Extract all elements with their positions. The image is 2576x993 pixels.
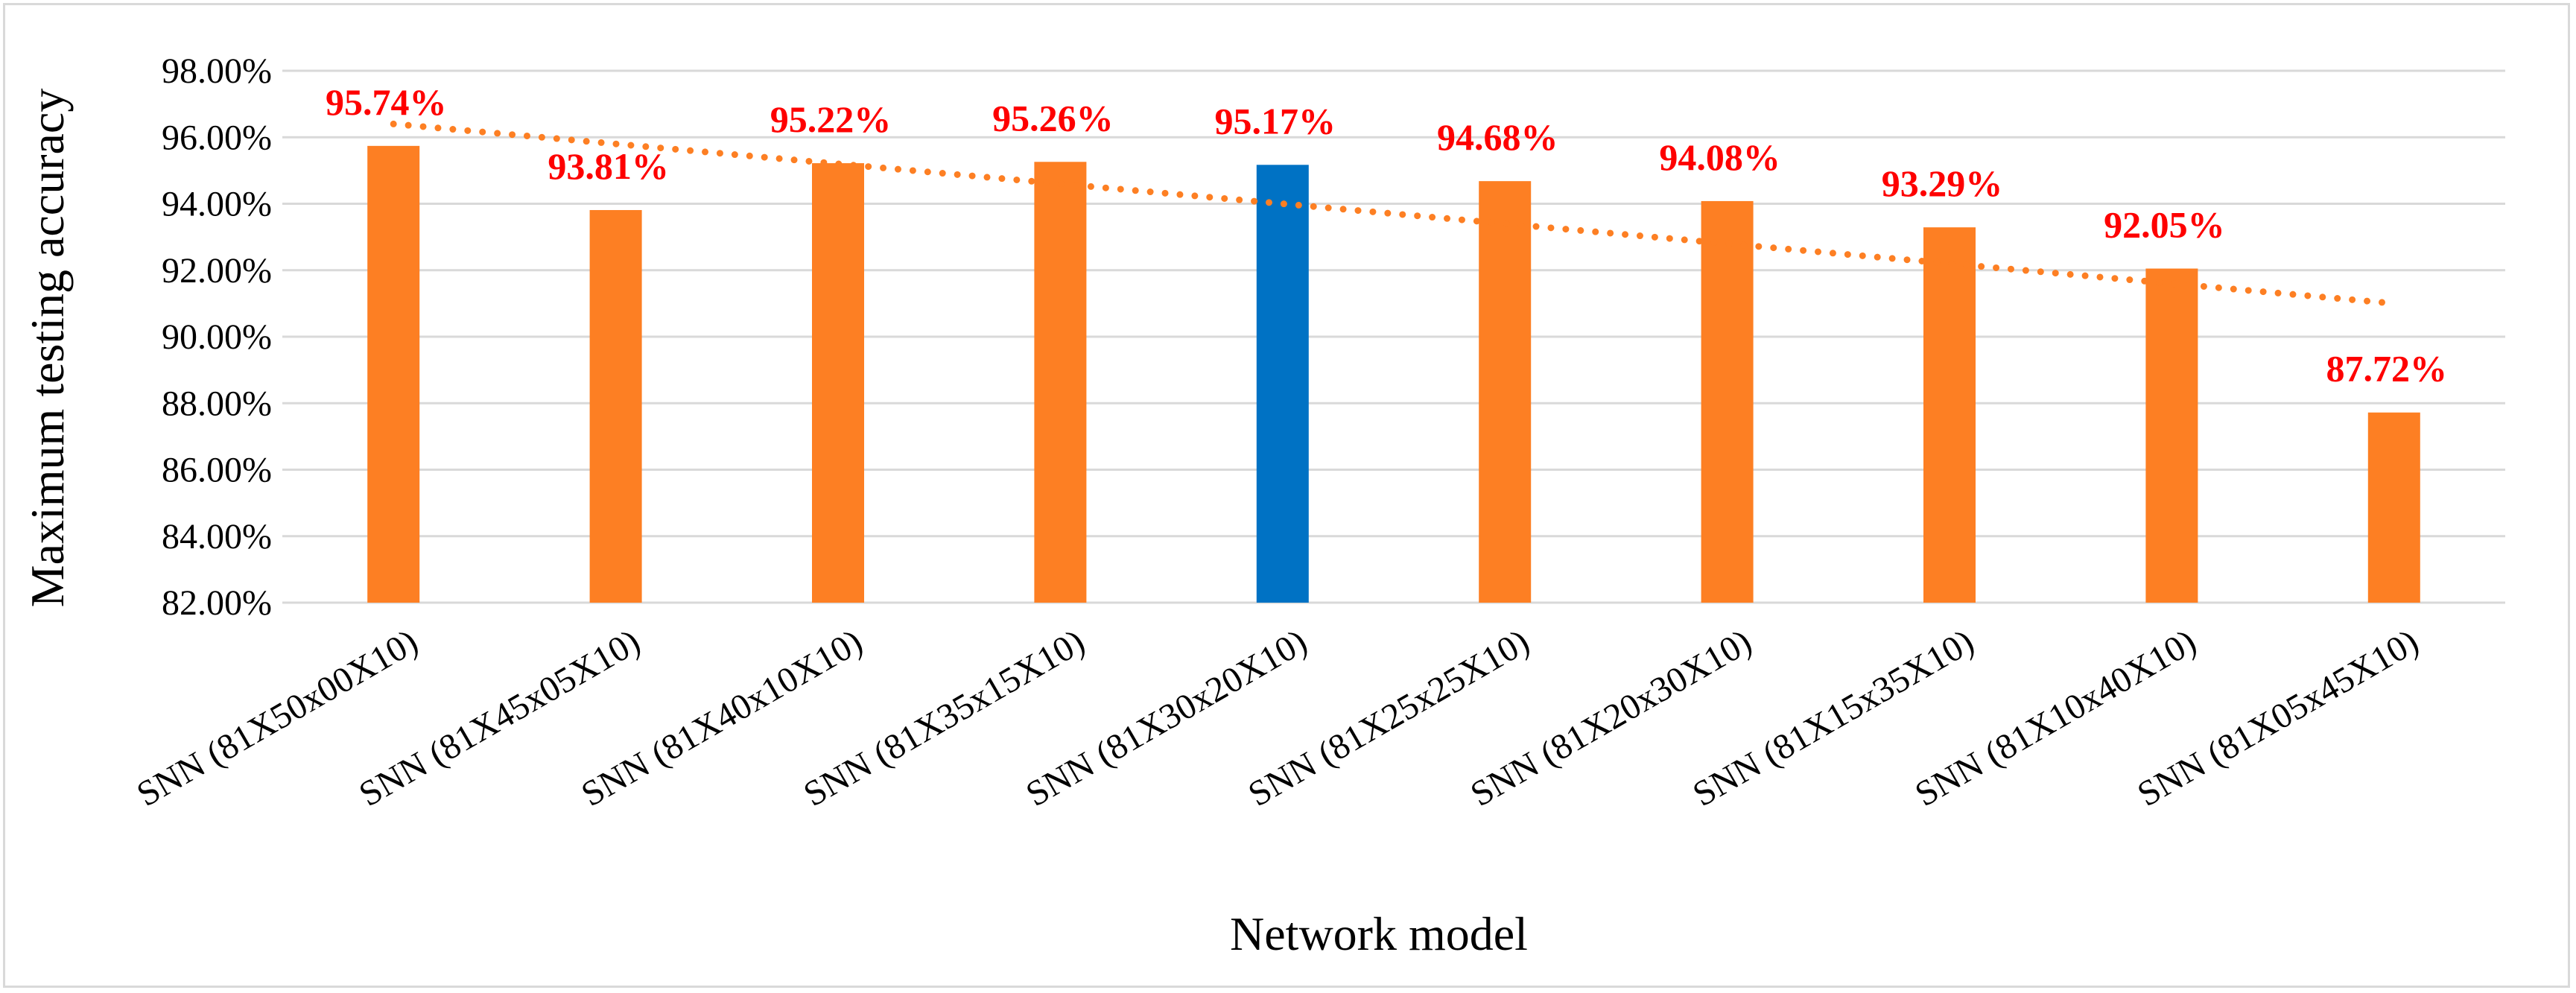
x-axis-title: Network model [1230,907,1528,960]
y-tick-label: 86.00% [162,451,272,490]
data-label: 94.08% [1659,136,1780,178]
bar [2367,412,2420,603]
y-tick-label: 90.00% [162,317,272,357]
data-label: 95.17% [1215,100,1336,142]
y-tick-label: 94.00% [162,185,272,224]
bar [367,145,420,603]
y-tick-label: 96.00% [162,118,272,157]
y-axis-title: Maximum testing accuracy [21,89,74,608]
data-label: 95.26% [992,97,1114,139]
value-labels: 95.74% 93.81% 95.22% 95.26% 95.17% 94.68% 94.0… [326,81,2447,390]
bar [1034,162,1087,603]
data-label: 95.22% [770,98,892,140]
bar [1479,181,1532,603]
data-label: 93.29% [1882,162,2003,204]
bar [812,163,864,603]
bar [1701,200,1754,603]
y-tick-label: 98.00% [162,51,272,91]
y-tick-label: 88.00% [162,384,272,423]
bar [1923,227,1976,603]
highlighted-bar [1256,165,1309,603]
trendline-group [390,120,2398,307]
y-axis-ticks: 82.00% 84.00% 86.00% 88.00% 90.00% 92.00% 94.0… [162,51,272,623]
chart-frame: 82.00% 84.00% 86.00% 88.00% 90.00% 92.00% 94.0… [3,3,2570,988]
y-tick-label: 82.00% [162,583,272,623]
data-label: 95.74% [326,81,447,123]
bars [367,145,2420,603]
x-axis-category-labels: SNN (81X50x00X10)SNN (81X45x05X10)SNN (8… [130,622,2425,815]
data-label: 87.72% [2326,348,2448,390]
y-tick-label: 92.00% [162,251,272,291]
trendline [390,120,2398,307]
data-label: 93.81% [548,145,669,187]
y-tick-label: 84.00% [162,517,272,556]
gridlines [282,69,2505,604]
bar [589,209,642,603]
bar [2145,268,2198,603]
data-label: 92.05% [2104,204,2225,246]
data-label: 94.68% [1437,116,1558,158]
bar-chart: 82.00% 84.00% 86.00% 88.00% 90.00% 92.00% 94.0… [21,51,2505,960]
